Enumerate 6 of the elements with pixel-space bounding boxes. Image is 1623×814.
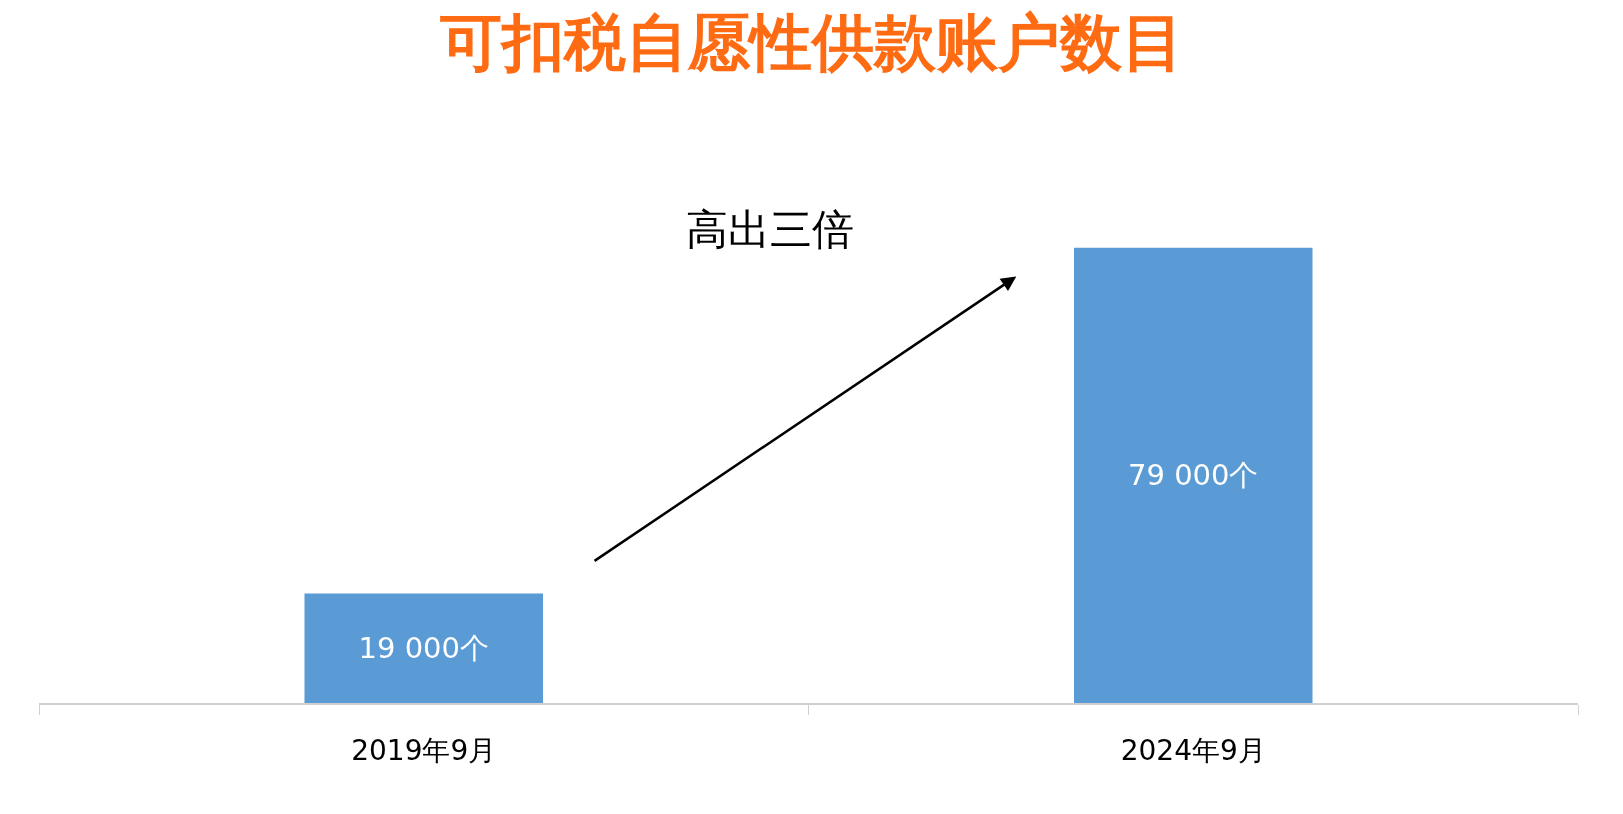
- chart-title: 可扣税自愿性供款账户数目: [438, 5, 1184, 79]
- data-label: 79 000个: [1128, 458, 1259, 493]
- data-label: 19 000个: [358, 631, 489, 666]
- x-tick-label: 2019年9月: [351, 734, 497, 768]
- annotation: 高出三倍: [686, 205, 854, 254]
- x-tick-label: 2024年9月: [1120, 734, 1266, 768]
